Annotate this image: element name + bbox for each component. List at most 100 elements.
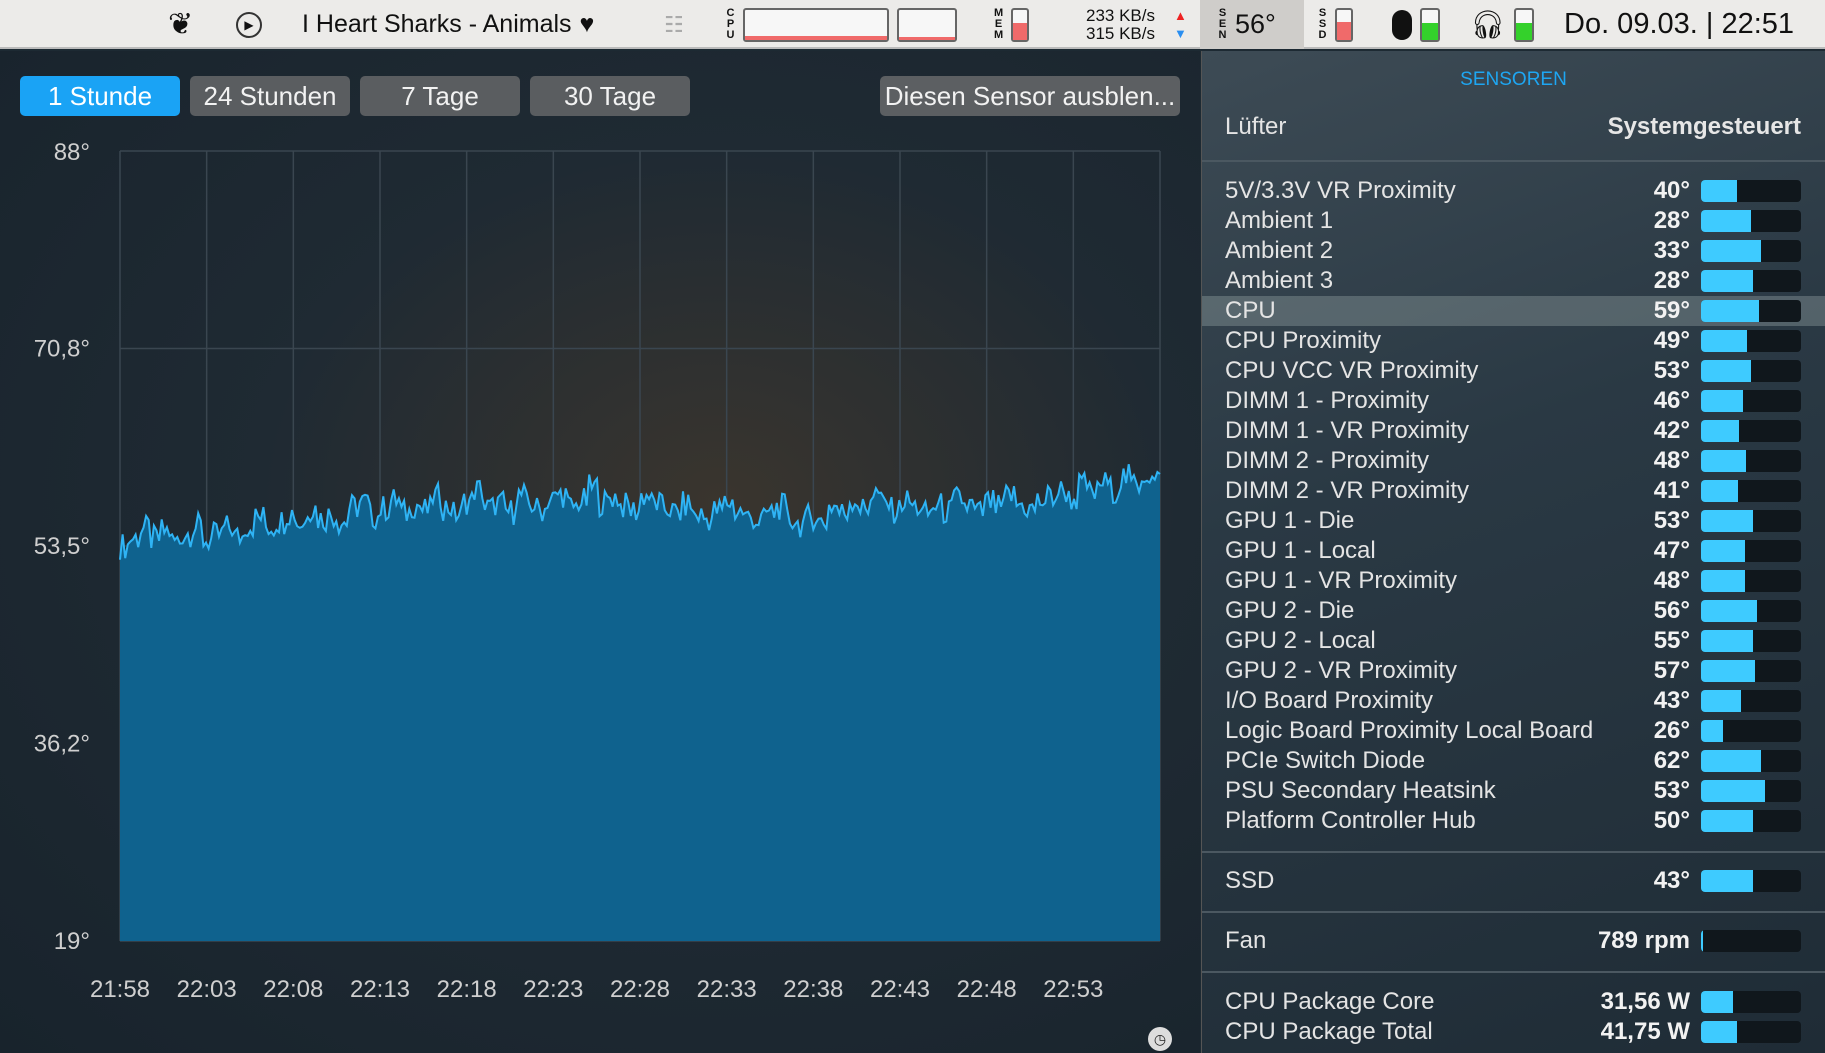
sensor-value: 62° [1653,747,1690,774]
sensor-name: GPU 2 - Local [1225,627,1376,654]
divider [1202,911,1825,913]
sensor-bar [1701,240,1801,262]
ssd-meter[interactable]: SSD [1318,0,1353,49]
sensor-row[interactable]: CPU Package Total 41,75 W [1202,1017,1825,1047]
sensor-value: 55° [1653,627,1690,654]
network-meter[interactable]: 233 KB/s 315 KB/s [1086,0,1155,49]
sensor-name: DIMM 2 - VR Proximity [1225,477,1470,504]
history-pane: 1 Stunde 24 Stunden 7 Tage 30 Tage Diese… [0,51,1200,1053]
sensor-name: CPU Package Total [1225,1018,1433,1045]
sensor-row[interactable]: GPU 1 - VR Proximity 48° [1202,566,1825,596]
sensor-name: Ambient 2 [1225,237,1334,264]
fan-mode-row[interactable]: Lüfter Systemgesteuert [1202,112,1825,142]
sensor-bar [1701,510,1801,532]
arrow-up-icon: ▲ [1174,7,1187,23]
list-icon[interactable]: ☷ [664,11,684,37]
sensor-value: 28° [1653,207,1690,234]
sensor-value: 41,75 W [1600,1018,1690,1045]
sensor-row[interactable]: DIMM 1 - Proximity 46° [1202,386,1825,416]
sensor-bar [1701,1021,1801,1043]
sensor-bar [1701,690,1801,712]
sensor-row[interactable]: CPU 59° [1202,296,1825,326]
sensor-meter[interactable]: SEN 56° [1200,0,1304,49]
sensor-row[interactable]: GPU 1 - Local 47° [1202,536,1825,566]
app-logo-icon[interactable]: ❦ [168,8,194,41]
sensor-row[interactable]: GPU 2 - Local 55° [1202,626,1825,656]
clock-icon[interactable]: ◷ [1148,1027,1172,1051]
tab-30-tage[interactable]: 30 Tage [530,76,690,116]
play-icon[interactable]: ▶ [236,0,262,49]
sensor-row[interactable]: DIMM 1 - VR Proximity 42° [1202,416,1825,446]
arrow-down-icon: ▼ [1174,25,1187,41]
track-title: I Heart Sharks - Animals [302,10,572,38]
sensor-row[interactable]: DIMM 2 - VR Proximity 41° [1202,476,1825,506]
ssd-row[interactable]: SSD 43° [1202,866,1825,896]
sensor-name: Platform Controller Hub [1225,807,1476,834]
sensor-value: 56° [1653,597,1690,624]
divider [1202,160,1825,162]
sensor-bar [1701,660,1801,682]
sensor-row[interactable]: 5V/3.3V VR Proximity 40° [1202,176,1825,206]
cpu-graph-2 [897,7,957,42]
sensor-row[interactable]: Platform Controller Hub 50° [1202,806,1825,836]
cpu-meter[interactable]: CPU [726,0,957,49]
sensor-value: 40° [1653,177,1690,204]
sensor-bar [1701,570,1801,592]
sensor-bar [1701,780,1801,802]
sensor-name: PSU Secondary Heatsink [1225,777,1496,804]
fan-row[interactable]: Fan 789 rpm [1202,926,1825,956]
y-tick-label: 70,8° [34,336,90,363]
clock[interactable]: Do. 09.03. | 22:51 [1564,8,1795,40]
sensor-row[interactable]: GPU 2 - VR Proximity 57° [1202,656,1825,686]
sensor-row[interactable]: GPU 2 - Die 56° [1202,596,1825,626]
sensor-row[interactable]: Ambient 2 33° [1202,236,1825,266]
ssd-label: SSD [1318,7,1327,41]
sensor-row[interactable]: Ambient 1 28° [1202,206,1825,236]
tab-24-stunden[interactable]: 24 Stunden [190,76,350,116]
y-tick-label: 53,5° [34,533,90,560]
cpu-label: CPU [726,7,735,41]
sensor-row[interactable]: I/O Board Proximity 43° [1202,686,1825,716]
sensor-bar [1701,870,1801,892]
x-tick-label: 21:58 [90,976,150,1003]
sensor-bar [1701,420,1801,442]
sensor-bar [1701,480,1801,502]
sensor-row[interactable]: Logic Board Proximity Local Board 26° [1202,716,1825,746]
sensor-row[interactable]: PCIe Switch Diode 62° [1202,746,1825,776]
tab-7-tage[interactable]: 7 Tage [360,76,520,116]
x-tick-label: 22:18 [437,976,497,1003]
y-tick-label: 36,2° [34,731,90,758]
sensor-bar [1701,360,1801,382]
panel-title: SENSOREN [1460,69,1567,90]
sensor-name: CPU [1225,297,1276,324]
sensor-value: 42° [1653,417,1690,444]
sensor-name: 5V/3.3V VR Proximity [1225,177,1456,204]
sensor-value: 33° [1653,237,1690,264]
heart-icon[interactable]: ♥ [579,10,595,38]
sensor-row[interactable]: DIMM 2 - Proximity 48° [1202,446,1825,476]
sensor-row[interactable]: PSU Secondary Heatsink 53° [1202,776,1825,806]
tab-1-stunde[interactable]: 1 Stunde [20,76,180,116]
mem-meter[interactable]: MEM [994,0,1029,49]
sensor-value: 43° [1653,687,1690,714]
x-tick-label: 22:53 [1043,976,1103,1003]
sensor-name: DIMM 1 - Proximity [1225,387,1429,414]
sensor-row[interactable]: GPU 1 - Die 53° [1202,506,1825,536]
sensor-value: 53° [1653,507,1690,534]
sen-value: 56° [1235,9,1276,39]
sensor-name: Ambient 1 [1225,207,1334,234]
now-playing[interactable]: I Heart Sharks - Animals ♥ [302,0,594,49]
x-tick-label: 22:43 [870,976,930,1003]
sensor-row[interactable]: CPU Package Core 31,56 W [1202,987,1825,1017]
mouse-battery[interactable] [1392,0,1440,49]
sen-label: SEN [1218,7,1227,41]
sensor-row[interactable]: Ambient 3 28° [1202,266,1825,296]
sensor-row[interactable]: CPU Proximity 49° [1202,326,1825,356]
hide-sensor-button[interactable]: Diesen Sensor ausblen... [880,76,1180,116]
temperature-line [119,464,1161,560]
sensor-name: GPU 1 - Die [1225,507,1355,534]
headphones-battery[interactable]: 🎧︎ [1470,0,1534,49]
sensor-row[interactable]: CPU VCC VR Proximity 53° [1202,356,1825,386]
divider [1202,971,1825,973]
sensors-panel: SENSOREN Lüfter Systemgesteuert 5V/3.3V … [1201,51,1825,1053]
